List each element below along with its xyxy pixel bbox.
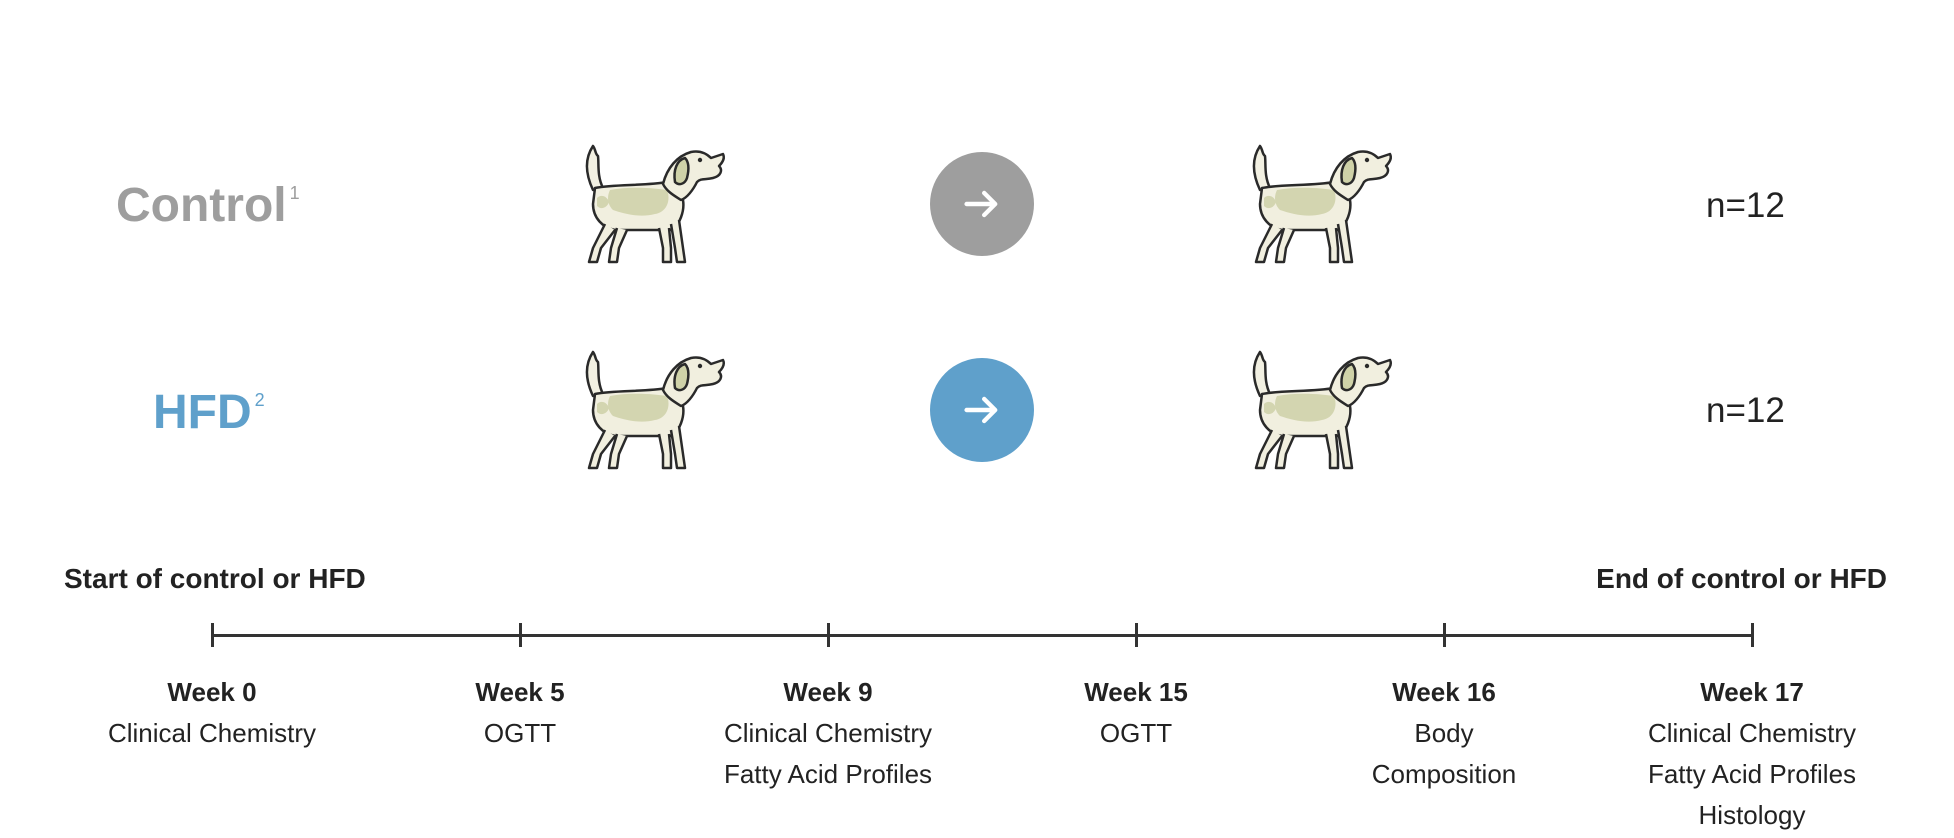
- timeline-tick: [826, 623, 830, 647]
- hfd-footnote-marker: 2: [254, 390, 265, 410]
- timeline-tick: [518, 623, 522, 647]
- week-measurement: Clinical Chemistry: [1647, 718, 1857, 748]
- control-arrow-circle: [930, 152, 1034, 256]
- week-milestone: Week 5 OGTT: [370, 672, 670, 754]
- timeline-tick: [1442, 623, 1446, 647]
- week-title: Week 0: [167, 677, 257, 707]
- timeline-end-label: End of control or HFD: [1596, 563, 1887, 594]
- dog-icon: [555, 138, 735, 268]
- week-title: Week 9: [783, 677, 873, 707]
- week-measurement: OGTT: [1099, 718, 1173, 748]
- timeline-tick: [1750, 623, 1754, 647]
- timeline-start-label: Start of control or HFD: [64, 563, 366, 594]
- week-title: Week 15: [1084, 677, 1188, 707]
- dog-icon: [1222, 138, 1402, 268]
- week-measurement: Fatty Acid Profiles: [723, 759, 933, 789]
- right-arrow-icon: [960, 388, 1004, 432]
- week-milestone: Week 16 Body Composition: [1294, 672, 1594, 795]
- week-title: Week 16: [1392, 677, 1496, 707]
- week-measurement: Fatty Acid Profiles: [1647, 759, 1857, 789]
- control-footnote-marker: 1: [289, 183, 300, 203]
- dog-icon: [555, 344, 735, 474]
- week-measurement: OGTT: [483, 718, 557, 748]
- dog-icon: [1222, 344, 1402, 474]
- week-title: Week 5: [475, 677, 565, 707]
- hfd-n-count: n=12: [1706, 391, 1785, 430]
- right-arrow-icon: [960, 182, 1004, 226]
- hfd-label-text: HFD: [153, 386, 252, 439]
- control-n-count: n=12: [1706, 186, 1785, 225]
- week-measurement: Histology: [1698, 800, 1806, 830]
- timeline-tick: [1134, 623, 1138, 647]
- week-title: Week 17: [1700, 677, 1804, 707]
- control-group-label: Control 1: [116, 182, 300, 230]
- timeline-axis: [212, 634, 1752, 637]
- week-milestone: Week 15 OGTT: [986, 672, 1286, 754]
- hfd-group-label: HFD 2: [153, 389, 265, 437]
- hfd-arrow-circle: [930, 358, 1034, 462]
- week-measurement: Clinical Chemistry: [107, 718, 317, 748]
- week-milestone: Week 0 Clinical Chemistry: [62, 672, 362, 754]
- timeline-tick: [210, 623, 214, 647]
- week-milestone: Week 9 Clinical Chemistry Fatty Acid Profi…: [678, 672, 978, 795]
- week-measurement: Composition: [1371, 759, 1517, 789]
- control-label-text: Control: [116, 179, 287, 232]
- week-measurement: Body: [1414, 718, 1474, 748]
- week-measurement: Clinical Chemistry: [723, 718, 933, 748]
- week-milestone: Week 17 Clinical Chemistry Fatty Acid Prof…: [1602, 672, 1902, 836]
